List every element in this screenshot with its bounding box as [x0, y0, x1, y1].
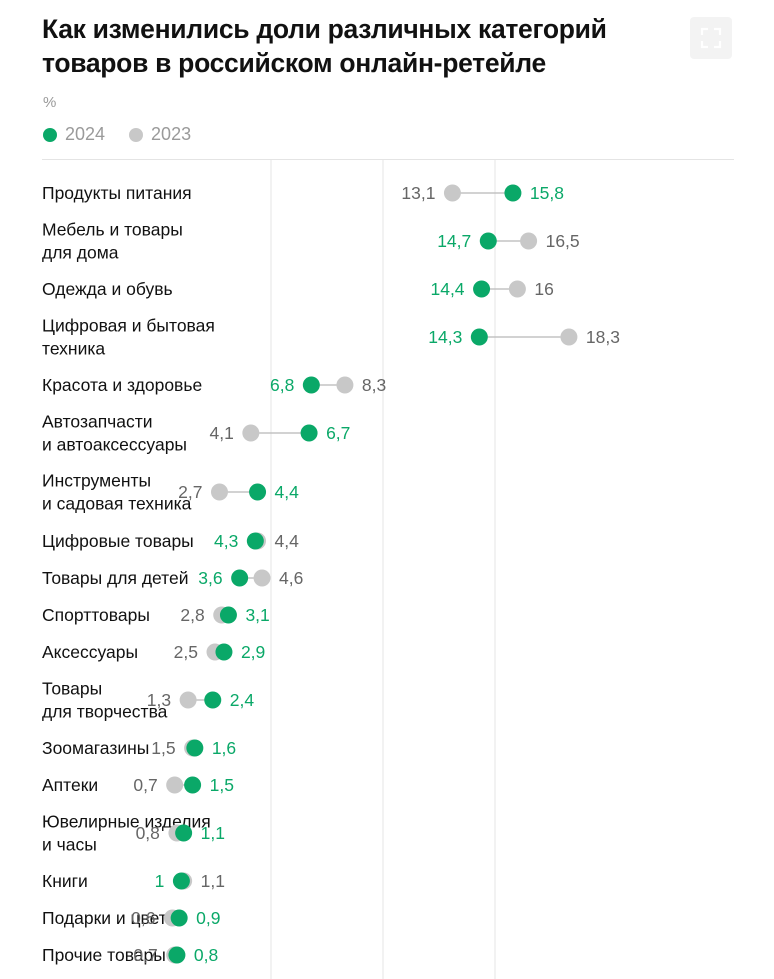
- dot-2024: [170, 909, 188, 927]
- dot-2024: [300, 424, 318, 442]
- value-label-2024: 0,9: [196, 908, 220, 928]
- value-label-2023: 13,1: [401, 183, 435, 203]
- value-label-2023: 0,6: [131, 908, 155, 928]
- value-label-2024: 6,8: [270, 375, 294, 395]
- dot-2024: [204, 691, 222, 709]
- value-label-2023: 18,3: [586, 327, 620, 347]
- category-label: Зоомагазины: [42, 738, 149, 758]
- value-label-2023: 4,6: [279, 568, 303, 588]
- expand-icon: [700, 27, 722, 49]
- value-label-2024: 14,4: [430, 279, 464, 299]
- dot-2024: [246, 532, 264, 550]
- value-label-2023: 4,4: [275, 531, 300, 551]
- category-label: Мебель и товары для дома: [42, 220, 183, 263]
- category-label: Автозапчасти и автоаксессуары: [42, 412, 187, 455]
- dot-2024: [504, 184, 522, 202]
- dot-2023: [242, 424, 260, 442]
- expand-button[interactable]: [690, 17, 732, 59]
- dot-2024: [249, 483, 267, 501]
- legend-item-2024: 2024: [43, 124, 105, 145]
- category-label: Цифровые товары: [42, 531, 194, 551]
- legend: 2024 2023: [43, 124, 215, 145]
- dot-2024: [168, 946, 186, 964]
- dot-2023: [520, 232, 538, 250]
- value-label-2024: 1,5: [210, 775, 234, 795]
- chart-title: Как изменились доли различных категорий …: [42, 14, 607, 78]
- dot-2024: [302, 376, 320, 394]
- value-label-2023: 2,8: [180, 605, 204, 625]
- category-label: Одежда и обувь: [42, 279, 173, 299]
- value-label-2024: 1,6: [212, 738, 236, 758]
- category-label: Аптеки: [42, 775, 98, 795]
- value-label-2023: 16,5: [546, 231, 580, 251]
- value-label-2024: 4,3: [214, 531, 238, 551]
- dot-2023: [560, 328, 578, 346]
- value-label-2023: 0,7: [133, 945, 157, 965]
- category-label: Аксессуары: [42, 642, 138, 662]
- category-label: Цифровая и бытовая техника: [42, 316, 215, 359]
- category-label: Продукты питания: [42, 183, 192, 203]
- category-label: Товары для детей: [42, 568, 189, 588]
- category-label: Прочие товары: [42, 945, 166, 965]
- category-label: Товары для творчества: [42, 679, 168, 722]
- dot-2023: [443, 184, 461, 202]
- legend-marker-2023: [129, 127, 144, 142]
- value-label-2023: 1,3: [147, 690, 171, 710]
- legend-label-2024: 2024: [65, 124, 106, 144]
- dot-2023: [166, 776, 184, 794]
- value-label-2024: 1: [155, 871, 165, 891]
- header-divider: [42, 159, 734, 160]
- value-label-2024: 3,6: [198, 568, 222, 588]
- value-label-2023: 4,1: [210, 423, 234, 443]
- dot-2023: [508, 280, 526, 298]
- dot-2024: [186, 739, 204, 757]
- value-label-2024: 2,9: [241, 642, 265, 662]
- category-label: Инструменты и садовая техника: [42, 471, 192, 514]
- legend-label-2023: 2023: [151, 124, 192, 144]
- value-label-2023: 1,5: [151, 738, 175, 758]
- value-label-2024: 14,3: [428, 327, 462, 347]
- dot-2024: [231, 569, 249, 587]
- dot-2024: [473, 280, 491, 298]
- dot-2023: [210, 483, 228, 501]
- value-label-2023: 0,8: [136, 823, 160, 843]
- dot-2024: [172, 872, 190, 890]
- value-label-2024: 4,4: [275, 482, 300, 502]
- category-label: Красота и здоровье: [42, 375, 202, 395]
- value-label-2024: 14,7: [437, 231, 471, 251]
- category-label: Книги: [42, 871, 88, 891]
- value-label-2023: 2,7: [178, 482, 202, 502]
- dot-2023: [179, 691, 197, 709]
- category-label: Ювелирные изделия и часы: [42, 812, 211, 855]
- dot-2024: [219, 606, 237, 624]
- value-label-2024: 15,8: [530, 183, 564, 203]
- legend-marker-2024: [43, 127, 57, 142]
- legend-item-2023: 2023: [129, 124, 191, 145]
- dot-2024: [479, 232, 497, 250]
- dot-2023: [253, 569, 271, 587]
- value-label-2024: 2,4: [230, 690, 255, 710]
- dot-2024: [215, 643, 233, 661]
- dot-2023: [336, 376, 354, 394]
- value-label-2024: 0,8: [194, 945, 218, 965]
- value-label-2023: 2,5: [174, 642, 198, 662]
- dot-2024: [470, 328, 488, 346]
- value-label-2024: 1,1: [201, 823, 225, 843]
- category-label: Спорттовары: [42, 605, 150, 625]
- category-label: Подарки и цветы: [42, 908, 179, 928]
- value-label-2023: 0,7: [133, 775, 157, 795]
- value-label-2023: 1,1: [201, 871, 225, 891]
- value-label-2024: 3,1: [245, 605, 269, 625]
- value-label-2023: 8,3: [362, 375, 386, 395]
- value-label-2023: 16: [534, 279, 553, 299]
- dot-2024: [175, 824, 193, 842]
- unit-label: %: [43, 94, 57, 111]
- dot-2024: [184, 776, 202, 794]
- value-label-2024: 6,7: [326, 423, 350, 443]
